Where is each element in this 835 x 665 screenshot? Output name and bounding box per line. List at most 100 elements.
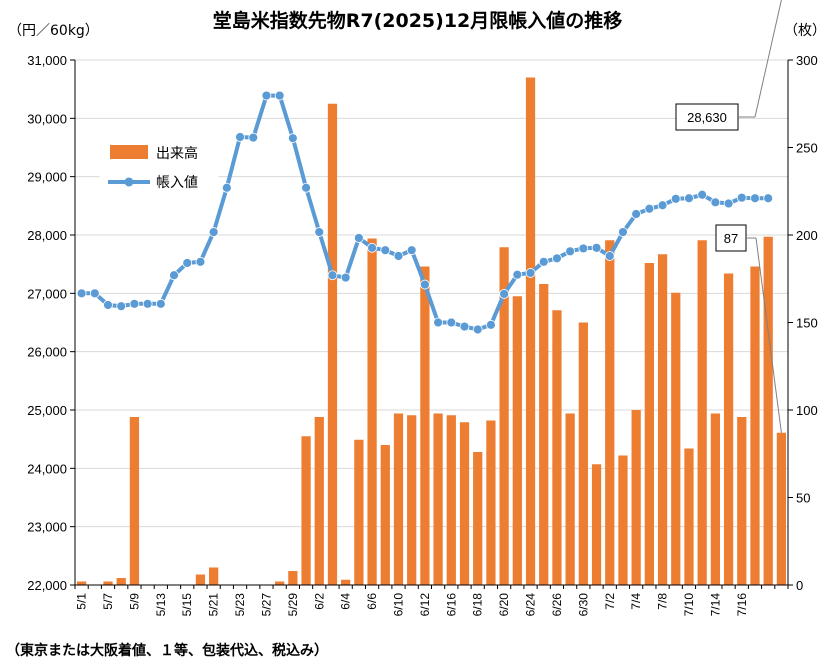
x-tick-label: 7/4	[629, 593, 643, 610]
x-tick-label: 6/4	[339, 593, 353, 610]
x-tick-label: 6/20	[497, 593, 511, 617]
volume-bar	[591, 464, 602, 585]
volume-bar	[407, 415, 417, 585]
volume-bar	[565, 413, 575, 585]
volume-bar	[539, 284, 549, 585]
volume-bar	[367, 238, 377, 585]
x-tick-label: 6/10	[391, 593, 405, 617]
settlement-point	[512, 269, 523, 280]
settlement-point	[248, 132, 259, 143]
x-tick-label: 6/18	[471, 593, 485, 617]
settlement-point	[155, 298, 166, 309]
volume-bar	[420, 266, 430, 585]
x-tick-label: 7/8	[656, 593, 670, 610]
x-tick-label: 5/27	[259, 593, 273, 617]
right-tick-label: 150	[796, 316, 818, 331]
volume-bar	[129, 417, 140, 585]
settlement-point	[446, 317, 457, 328]
settlement-point	[697, 189, 708, 200]
left-axis-unit: （円／60kg）	[8, 23, 99, 39]
left-tick-label: 27,000	[27, 286, 67, 301]
volume-bar	[657, 254, 668, 585]
x-tick-label: 6/12	[418, 593, 432, 617]
settlement-line	[76, 90, 774, 335]
volume-bars	[76, 77, 787, 585]
settlement-point	[644, 203, 655, 214]
right-tick-label: 0	[796, 578, 803, 593]
volume-bar	[393, 413, 404, 585]
x-tick-label: 7/2	[603, 593, 617, 610]
x-tick-label: 6/30	[576, 593, 590, 617]
x-tick-label: 6/26	[550, 593, 564, 617]
x-tick-label: 7/14	[708, 593, 722, 617]
volume-bar	[341, 579, 351, 585]
left-tick-label: 22,000	[27, 578, 67, 593]
callout-price-box	[675, 103, 739, 131]
settlement-point	[723, 198, 734, 209]
settlement-point	[221, 182, 232, 193]
callouts: 28,630 87	[675, 0, 782, 433]
settlement-point	[301, 182, 311, 193]
settlement-point	[591, 242, 602, 253]
settlement-point	[103, 300, 113, 310]
volume-bar	[499, 247, 509, 585]
settlement-point	[419, 279, 430, 290]
settlement-point	[565, 246, 576, 257]
left-tick-label: 26,000	[27, 345, 67, 360]
volume-bar	[710, 413, 721, 585]
settlement-point	[327, 270, 338, 281]
settlement-point	[142, 298, 153, 309]
settlement-point	[353, 233, 364, 243]
volume-bar	[76, 581, 87, 585]
settlement-point	[499, 289, 510, 299]
x-tick-label: 5/9	[127, 593, 141, 610]
footnote: （東京または大阪着値、１等、包装代込、税込み）	[6, 643, 328, 659]
volume-bar	[116, 578, 126, 585]
volume-bar	[354, 439, 364, 585]
x-tick-label: 6/2	[312, 593, 326, 610]
volume-bar	[275, 581, 285, 585]
x-tick-label: 6/6	[365, 593, 379, 610]
settlement-point	[195, 256, 206, 267]
settlement-point	[618, 227, 628, 237]
x-tick-label: 5/1	[75, 593, 89, 610]
settlement-point	[670, 193, 681, 204]
volume-bar	[644, 263, 654, 585]
settlement-point	[169, 270, 179, 281]
volume-bar	[446, 415, 456, 585]
settlement-point	[525, 268, 536, 278]
volume-bar	[473, 452, 483, 585]
x-tick-label: 5/29	[286, 593, 300, 617]
settlement-point	[763, 193, 774, 204]
settlement-point	[472, 324, 483, 335]
x-tick-label: 6/16	[444, 593, 458, 617]
left-tick-label: 24,000	[27, 461, 67, 476]
volume-bar	[103, 581, 113, 585]
axes: 22,000 23,000 24,000 25,000 26,000 27,000 28,0…	[27, 53, 817, 616]
settlement-point	[393, 251, 404, 261]
settlement-point	[261, 90, 272, 101]
settlement-point	[340, 272, 351, 283]
x-tick-label: 7/16	[735, 593, 749, 617]
settlement-point	[459, 321, 470, 332]
x-tick-label: 5/23	[233, 593, 247, 617]
settlement-point	[657, 200, 668, 211]
right-axis-unit: （枚）	[784, 23, 826, 39]
left-tick-label: 23,000	[27, 520, 67, 535]
volume-bar	[486, 420, 496, 585]
volume-bar	[209, 567, 219, 585]
settlement-point	[129, 298, 140, 309]
settlement-point	[552, 253, 562, 264]
settlement-point	[750, 193, 760, 204]
settlement-point	[208, 227, 219, 237]
volume-bar	[380, 445, 390, 585]
settlement-point	[736, 192, 747, 203]
callout-price-pointer	[754, 0, 782, 118]
settlement-point	[486, 319, 496, 330]
legend-bar-swatch	[110, 145, 148, 159]
callout-volume-box	[715, 224, 747, 252]
volume-bar	[512, 296, 522, 585]
x-tick-label: 7/10	[682, 593, 696, 617]
